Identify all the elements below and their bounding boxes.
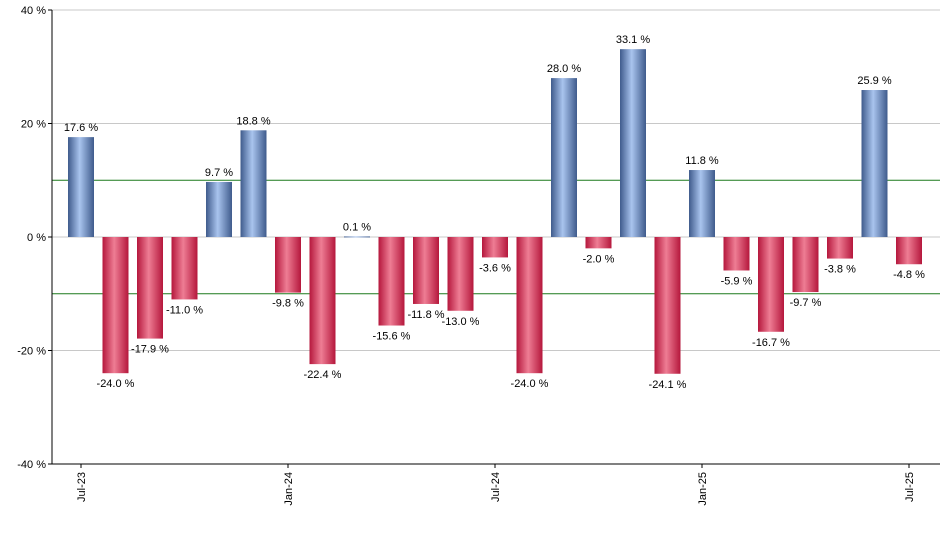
data-label: -2.0 % [583, 253, 615, 265]
data-label: 18.8 % [236, 115, 270, 127]
data-label: -3.6 % [479, 262, 511, 274]
bar-oct-24 [585, 237, 612, 249]
bar-may-25 [827, 237, 853, 259]
axes: -40 % -20 % 0 % 20 % 40 % Jul-23 Jan-24 Jul-24 J… [17, 5, 940, 506]
bar-jun-25 [861, 90, 888, 237]
bar-apr-24 [378, 237, 405, 326]
data-label: 11.8 % [685, 155, 719, 167]
bar-jul-24 [482, 237, 508, 258]
data-label: -4.8 % [893, 269, 925, 281]
bar-jan-24 [275, 237, 301, 293]
bar-feb-25 [723, 237, 750, 271]
bar-sep-24 [551, 78, 577, 237]
bar-sep-23 [137, 237, 163, 339]
y-tick-label: 40 % [21, 5, 46, 17]
data-label: 0.1 % [343, 221, 371, 233]
x-tick-label: Jul-24 [490, 472, 502, 502]
data-label: 25.9 % [857, 75, 891, 87]
bar-nov-23 [206, 181, 232, 237]
bar-mar-24 [344, 236, 370, 238]
data-label: -24.0 % [511, 378, 549, 390]
bar-apr-25 [792, 237, 819, 293]
data-label: -24.0 % [97, 378, 135, 390]
y-tick-label: 20 % [21, 119, 46, 131]
bar-dec-23 [240, 130, 267, 237]
x-tick-label: Jan-25 [697, 472, 709, 506]
bar-aug-23 [102, 237, 129, 374]
data-label: -17.9 % [131, 344, 169, 356]
data-label: -11.0 % [166, 304, 203, 316]
data-label: -22.4 % [304, 369, 342, 381]
y-tick-label: 0 % [27, 232, 46, 244]
reference-lines [52, 179, 940, 295]
bar-mar-25 [758, 237, 784, 332]
data-label: -15.6 % [373, 331, 411, 343]
bars [68, 49, 922, 374]
gridlines [52, 9, 940, 351]
bar-jan-25 [689, 170, 715, 237]
bar-feb-24 [309, 237, 336, 365]
y-tick-label: -20 % [17, 346, 46, 358]
x-tick-label: Jul-23 [76, 472, 88, 502]
bar-jul-23 [68, 137, 94, 237]
data-label: -11.8 % [407, 309, 444, 321]
x-tick-label: Jan-24 [283, 472, 295, 506]
data-label: -13.0 % [442, 316, 480, 328]
bar-jun-24 [447, 237, 474, 311]
data-label: 33.1 % [616, 34, 650, 46]
x-tick-label: Jul-25 [904, 472, 916, 502]
data-label: -9.7 % [790, 297, 822, 309]
data-label: -16.7 % [752, 337, 790, 349]
y-tick-label: -40 % [17, 459, 46, 471]
bar-aug-24 [516, 237, 543, 374]
data-labels: 17.6 % -24.0 % -17.9 % -11.0 % 9.7 % 18.8 % -9… [64, 34, 925, 391]
data-label: 9.7 % [205, 167, 233, 179]
data-label: -3.8 % [824, 264, 856, 276]
data-label: 28.0 % [547, 63, 581, 75]
bar-jul-25 [896, 237, 922, 265]
data-label: -24.1 % [649, 379, 687, 391]
bar-may-24 [413, 237, 439, 304]
data-label: -9.8 % [272, 298, 304, 310]
bar-oct-23 [171, 237, 198, 300]
bar-dec-24 [654, 237, 681, 374]
bar-nov-24 [620, 49, 646, 237]
data-label: 17.6 % [64, 122, 98, 134]
data-label: -5.9 % [721, 275, 753, 287]
